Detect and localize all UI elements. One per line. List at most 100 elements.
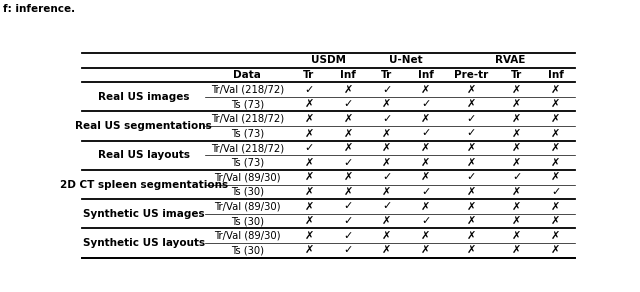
Text: ✓: ✓ bbox=[467, 172, 476, 182]
Text: Synthetic US layouts: Synthetic US layouts bbox=[83, 238, 205, 248]
Text: ✗: ✗ bbox=[551, 172, 560, 182]
Text: Tr/Val (89/30): Tr/Val (89/30) bbox=[214, 172, 280, 182]
Text: ✗: ✗ bbox=[304, 201, 314, 211]
Text: Inf: Inf bbox=[418, 70, 434, 80]
Text: ✓: ✓ bbox=[304, 85, 314, 95]
Text: ✗: ✗ bbox=[304, 245, 314, 255]
Text: ✗: ✗ bbox=[421, 143, 430, 153]
Text: ✓: ✓ bbox=[551, 187, 560, 197]
Text: ✗: ✗ bbox=[421, 85, 430, 95]
Text: Tr/Val (89/30): Tr/Val (89/30) bbox=[214, 231, 280, 241]
Text: ✗: ✗ bbox=[551, 158, 560, 168]
Text: ✗: ✗ bbox=[343, 187, 353, 197]
Text: ✓: ✓ bbox=[467, 128, 476, 138]
Text: U-Net: U-Net bbox=[389, 55, 423, 65]
Text: Data: Data bbox=[233, 70, 261, 80]
Text: ✗: ✗ bbox=[467, 231, 476, 241]
Text: Tr: Tr bbox=[511, 70, 522, 80]
Text: ✗: ✗ bbox=[382, 158, 392, 168]
Text: ✗: ✗ bbox=[421, 201, 430, 211]
Text: ✗: ✗ bbox=[551, 231, 560, 241]
Text: ✗: ✗ bbox=[551, 216, 560, 226]
Text: ✗: ✗ bbox=[382, 245, 392, 255]
Text: ✗: ✗ bbox=[551, 245, 560, 255]
Text: ✓: ✓ bbox=[382, 85, 392, 95]
Text: ✗: ✗ bbox=[551, 114, 560, 124]
Text: ✗: ✗ bbox=[467, 143, 476, 153]
Text: ✗: ✗ bbox=[467, 99, 476, 109]
Text: ✗: ✗ bbox=[421, 158, 430, 168]
Text: ✗: ✗ bbox=[512, 201, 522, 211]
Text: ✗: ✗ bbox=[421, 114, 430, 124]
Text: ✗: ✗ bbox=[421, 245, 430, 255]
Text: ✗: ✗ bbox=[467, 216, 476, 226]
Text: ✗: ✗ bbox=[551, 201, 560, 211]
Text: ✓: ✓ bbox=[382, 172, 392, 182]
Text: Ts (30): Ts (30) bbox=[230, 216, 264, 226]
Text: 2D CT spleen segmentations: 2D CT spleen segmentations bbox=[60, 180, 228, 190]
Text: Ts (73): Ts (73) bbox=[230, 128, 264, 138]
Text: ✗: ✗ bbox=[512, 187, 522, 197]
Text: ✓: ✓ bbox=[512, 172, 522, 182]
Text: ✗: ✗ bbox=[551, 85, 560, 95]
Text: ✗: ✗ bbox=[467, 245, 476, 255]
Text: ✗: ✗ bbox=[343, 114, 353, 124]
Text: ✓: ✓ bbox=[343, 216, 353, 226]
Text: ✗: ✗ bbox=[421, 231, 430, 241]
Text: Tr/Val (218/72): Tr/Val (218/72) bbox=[211, 143, 284, 153]
Text: ✗: ✗ bbox=[304, 158, 314, 168]
Text: ✓: ✓ bbox=[421, 128, 430, 138]
Text: ✗: ✗ bbox=[304, 216, 314, 226]
Text: ✗: ✗ bbox=[304, 99, 314, 109]
Text: ✓: ✓ bbox=[382, 201, 392, 211]
Text: ✗: ✗ bbox=[304, 187, 314, 197]
Text: Inf: Inf bbox=[340, 70, 356, 80]
Text: ✗: ✗ bbox=[304, 172, 314, 182]
Text: Tr/Val (89/30): Tr/Val (89/30) bbox=[214, 201, 280, 211]
Text: f: inference.: f: inference. bbox=[3, 4, 76, 14]
Text: Ts (30): Ts (30) bbox=[230, 245, 264, 255]
Text: ✗: ✗ bbox=[304, 114, 314, 124]
Text: ✗: ✗ bbox=[382, 128, 392, 138]
Text: ✓: ✓ bbox=[421, 99, 430, 109]
Text: RVAE: RVAE bbox=[495, 55, 525, 65]
Text: Pre-tr: Pre-tr bbox=[454, 70, 488, 80]
Text: USDM: USDM bbox=[311, 55, 346, 65]
Text: Real US segmentations: Real US segmentations bbox=[76, 121, 212, 131]
Text: Inf: Inf bbox=[548, 70, 563, 80]
Text: Synthetic US images: Synthetic US images bbox=[83, 209, 204, 219]
Text: ✗: ✗ bbox=[512, 99, 522, 109]
Text: ✓: ✓ bbox=[343, 231, 353, 241]
Text: Real US images: Real US images bbox=[98, 92, 189, 102]
Text: ✗: ✗ bbox=[512, 85, 522, 95]
Text: ✗: ✗ bbox=[343, 128, 353, 138]
Text: ✓: ✓ bbox=[343, 201, 353, 211]
Text: ✗: ✗ bbox=[382, 99, 392, 109]
Text: ✗: ✗ bbox=[382, 216, 392, 226]
Text: Tr/Val (218/72): Tr/Val (218/72) bbox=[211, 114, 284, 124]
Text: ✗: ✗ bbox=[551, 143, 560, 153]
Text: ✗: ✗ bbox=[343, 143, 353, 153]
Text: ✗: ✗ bbox=[304, 128, 314, 138]
Text: ✓: ✓ bbox=[343, 158, 353, 168]
Text: ✗: ✗ bbox=[382, 231, 392, 241]
Text: ✗: ✗ bbox=[467, 201, 476, 211]
Text: ✗: ✗ bbox=[512, 114, 522, 124]
Text: Ts (30): Ts (30) bbox=[230, 187, 264, 197]
Text: Tr: Tr bbox=[381, 70, 392, 80]
Text: ✗: ✗ bbox=[343, 85, 353, 95]
Text: Ts (73): Ts (73) bbox=[230, 158, 264, 168]
Text: ✗: ✗ bbox=[512, 158, 522, 168]
Text: Ts (73): Ts (73) bbox=[230, 99, 264, 109]
Text: ✗: ✗ bbox=[467, 158, 476, 168]
Text: ✓: ✓ bbox=[421, 187, 430, 197]
Text: Real US layouts: Real US layouts bbox=[98, 150, 189, 160]
Text: ✗: ✗ bbox=[512, 128, 522, 138]
Text: Tr/Val (218/72): Tr/Val (218/72) bbox=[211, 85, 284, 95]
Text: ✗: ✗ bbox=[382, 187, 392, 197]
Text: ✓: ✓ bbox=[343, 99, 353, 109]
Text: ✗: ✗ bbox=[551, 128, 560, 138]
Text: ✗: ✗ bbox=[421, 172, 430, 182]
Text: ✗: ✗ bbox=[551, 99, 560, 109]
Text: Tr: Tr bbox=[303, 70, 315, 80]
